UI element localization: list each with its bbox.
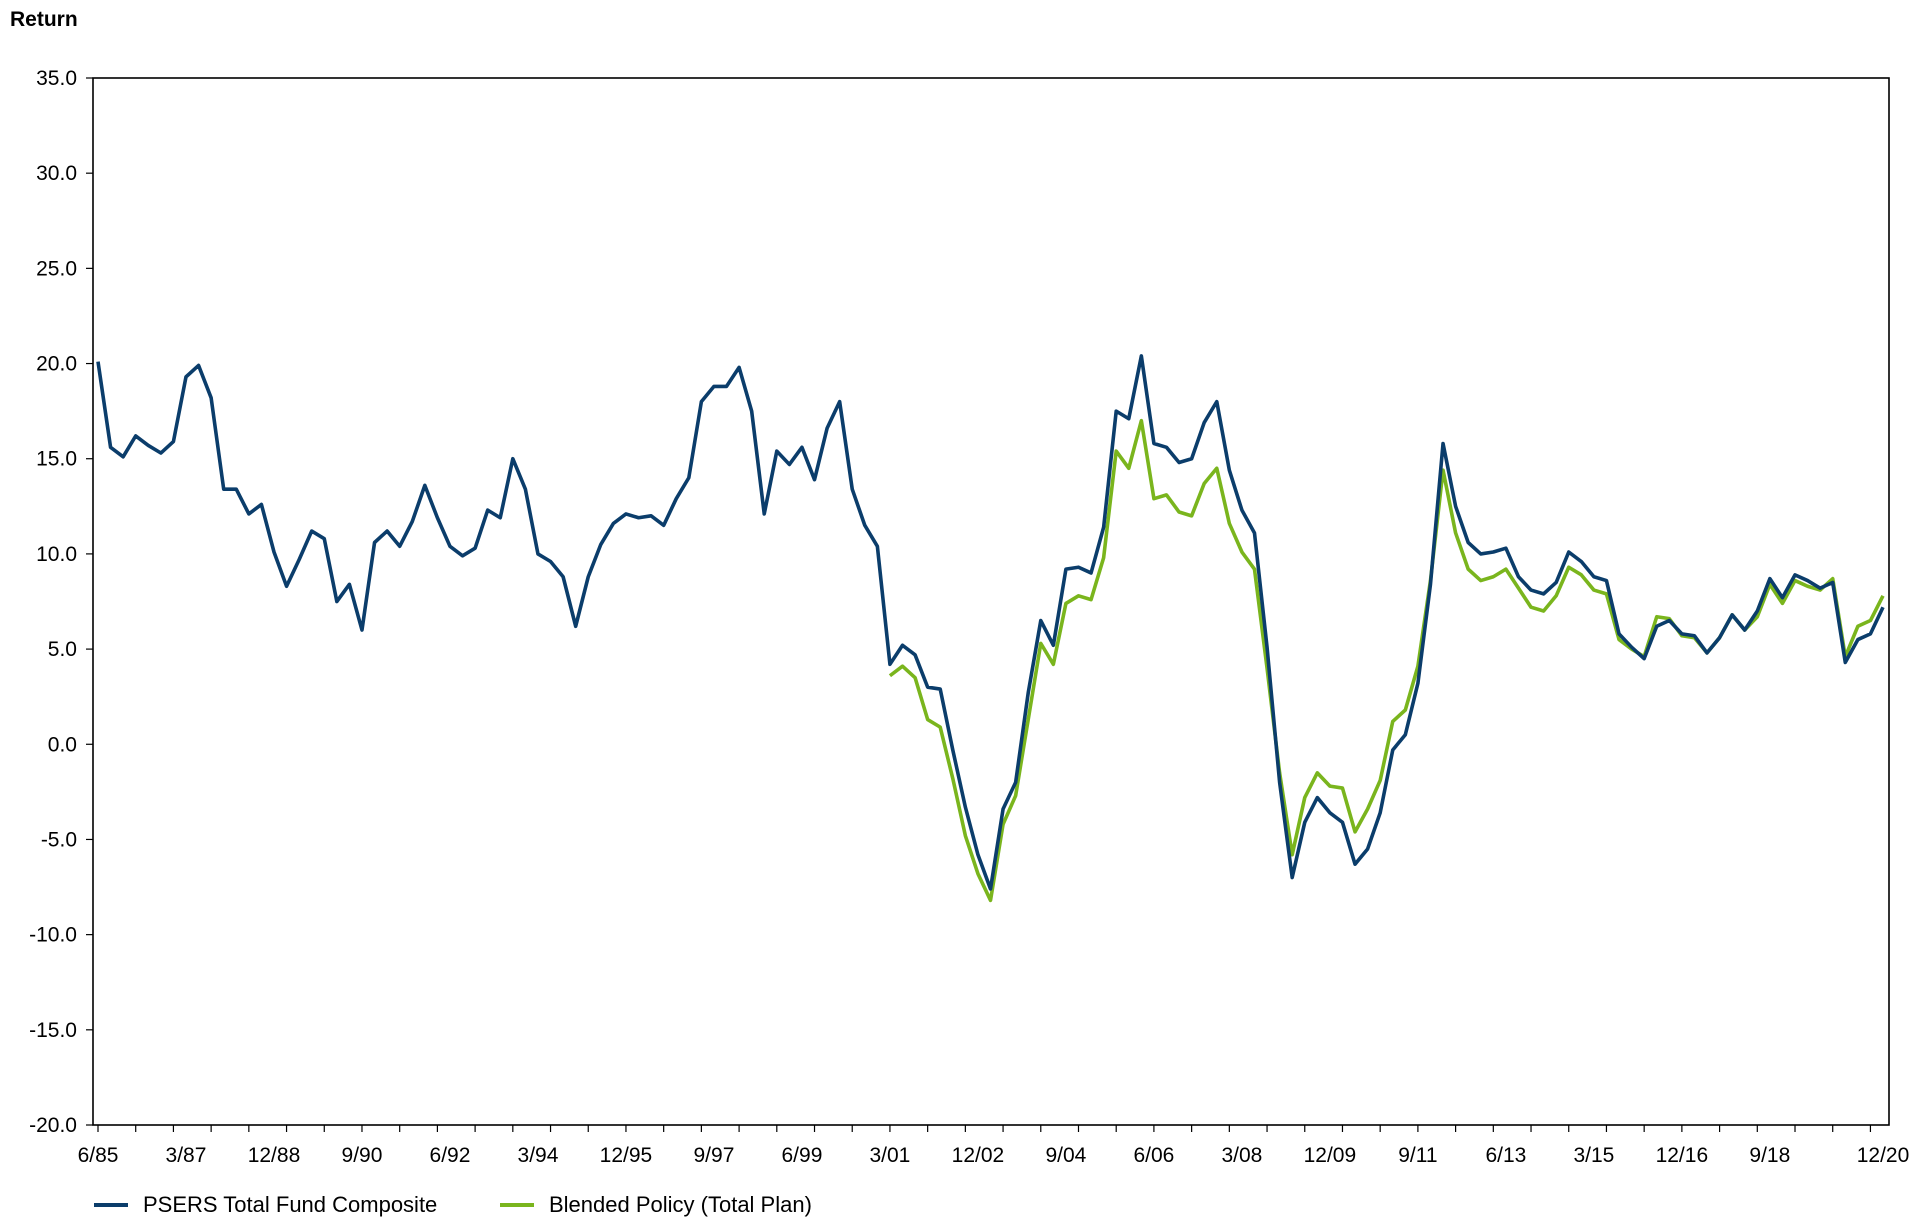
x-tick-label: 12/95 xyxy=(600,1144,653,1167)
x-tick-label: 9/90 xyxy=(342,1144,383,1167)
x-tick-label: 12/16 xyxy=(1656,1144,1709,1167)
y-axis: 35.0 30.0 25.0 20.0 15.0 10.0 5.0 0.0 -5.0 -10.0 -… xyxy=(29,67,93,1137)
y-tick-label: 35.0 xyxy=(36,67,77,90)
series-lines xyxy=(96,354,1885,903)
x-tick-label: 9/11 xyxy=(1398,1144,1437,1167)
x-axis: 6/85 3/87 12/88 9/90 6/92 3/94 12/95 9/97 6/99 3/… xyxy=(78,1125,1910,1167)
y-tick-label: 30.0 xyxy=(36,162,77,185)
x-tick-label: 9/97 xyxy=(694,1144,735,1167)
y-tick-label: 0.0 xyxy=(48,733,77,756)
x-tick-label: 3/87 xyxy=(166,1144,207,1167)
y-tick-label: 10.0 xyxy=(36,543,77,566)
x-tick-label: 3/15 xyxy=(1573,1144,1614,1167)
x-tick-label: 3/01 xyxy=(869,1144,910,1167)
x-tick-label: 12/09 xyxy=(1304,1144,1357,1167)
legend: PSERS Total Fund Composite Blended Polic… xyxy=(94,1192,812,1217)
x-tick-label: 9/04 xyxy=(1045,1144,1086,1167)
x-tick-label: 6/13 xyxy=(1485,1144,1526,1167)
y-tick-label: -15.0 xyxy=(29,1019,77,1042)
x-tick-label: 3/08 xyxy=(1221,1144,1262,1167)
x-tick-label: 6/92 xyxy=(430,1144,471,1167)
x-tick-label: 12/02 xyxy=(952,1144,1005,1167)
x-tick-label: 9/18 xyxy=(1749,1144,1790,1167)
series-line-psers xyxy=(96,354,1885,891)
x-tick-label: 6/06 xyxy=(1133,1144,1174,1167)
y-tick-label: 25.0 xyxy=(36,257,77,280)
x-tick-label: 12/88 xyxy=(248,1144,301,1167)
y-tick-label: 5.0 xyxy=(48,638,77,661)
y-tick-label: 15.0 xyxy=(36,448,77,471)
y-tick-label: -5.0 xyxy=(41,828,77,851)
x-tick-label: 6/99 xyxy=(782,1144,823,1167)
y-tick-label: -20.0 xyxy=(29,1114,77,1137)
series-line-blended xyxy=(888,418,1885,903)
legend-label-psers: PSERS Total Fund Composite xyxy=(143,1192,437,1217)
plot-area xyxy=(92,77,1890,1126)
x-tick-label: 12/20 xyxy=(1857,1144,1910,1167)
y-axis-label: Return xyxy=(10,8,78,31)
y-tick-label: 20.0 xyxy=(36,353,77,376)
legend-label-blended: Blended Policy (Total Plan) xyxy=(549,1192,812,1217)
y-tick-label: -10.0 xyxy=(29,924,77,947)
x-tick-label: 3/94 xyxy=(518,1144,559,1167)
x-tick-label: 6/85 xyxy=(78,1144,119,1167)
